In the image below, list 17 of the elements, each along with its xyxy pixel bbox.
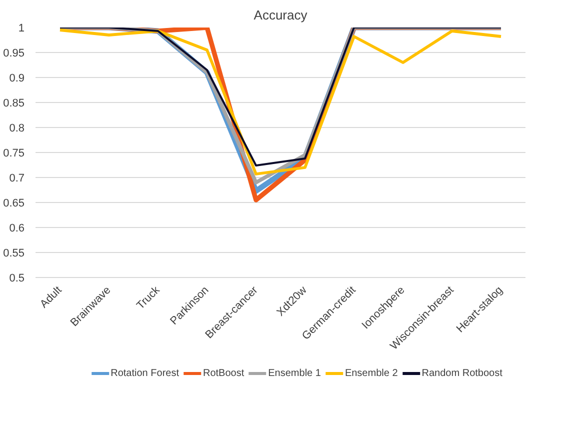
y-tick-label: 0.6 [9, 222, 25, 234]
y-tick-label: 0.65 [3, 198, 25, 210]
legend-label: RotBoost [203, 368, 244, 378]
y-tick-label: 0.9 [9, 72, 25, 84]
legend-label: Ensemble 1 [268, 368, 321, 378]
y-tick-label: 1 [18, 22, 25, 34]
y-tick-label: 0.85 [3, 98, 25, 110]
legend-label: Ensemble 2 [344, 368, 398, 378]
y-tick-label: 0.55 [3, 248, 25, 260]
legend-label: Rotation Forest [110, 368, 179, 378]
y-tick-label: 0.5 [9, 272, 25, 284]
y-tick-label: 0.7 [9, 172, 25, 184]
legend-label: Random Rotboost [422, 368, 502, 378]
y-tick-label: 0.95 [3, 48, 25, 60]
y-tick-label: 0.8 [9, 122, 25, 134]
chart-title: Accuracy [254, 8, 308, 22]
y-tick-label: 0.75 [3, 148, 25, 160]
